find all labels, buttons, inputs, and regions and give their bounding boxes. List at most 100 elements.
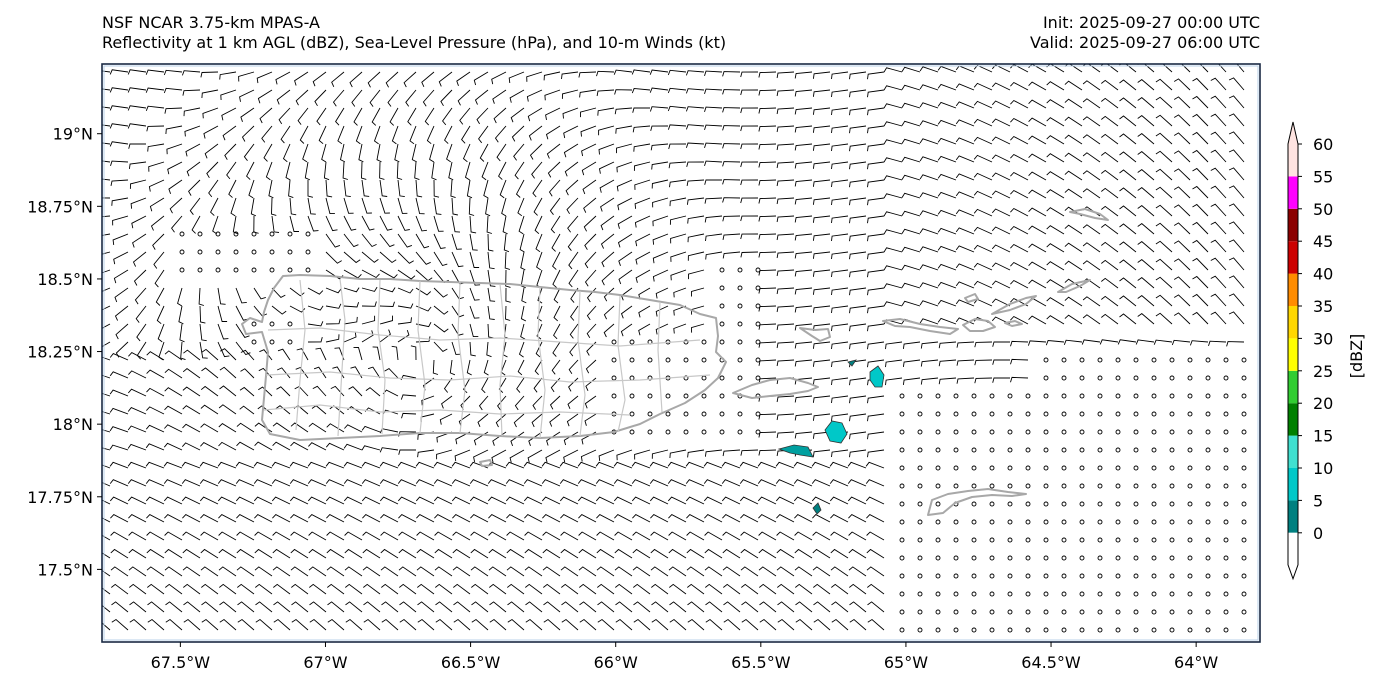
wind-barb xyxy=(456,71,471,86)
wind-barb xyxy=(704,449,723,457)
wind-barb xyxy=(1192,167,1209,181)
calm-wind-marker xyxy=(1043,393,1049,399)
wind-barb xyxy=(1155,258,1173,271)
wind-barb xyxy=(401,412,417,419)
wind-barb xyxy=(758,89,777,96)
wind-barb xyxy=(991,262,1011,271)
wind-barb xyxy=(379,479,399,487)
wind-barb xyxy=(598,125,615,136)
calm-wind-marker xyxy=(1241,627,1247,633)
colorbar-tick-label: 40 xyxy=(1313,265,1333,284)
calm-wind-marker xyxy=(737,375,743,381)
wind-barb xyxy=(112,215,129,226)
wind-barb xyxy=(277,367,291,379)
wind-barb xyxy=(1173,96,1191,109)
wind-barb xyxy=(469,323,479,338)
wind-barb xyxy=(362,514,381,523)
wind-barb xyxy=(831,89,849,98)
wind-barb xyxy=(417,583,435,595)
wind-barb xyxy=(849,413,867,422)
wind-barb xyxy=(164,548,183,559)
wind-barb xyxy=(343,461,363,469)
wind-barb xyxy=(397,251,414,264)
wind-barb xyxy=(596,70,615,77)
wind-barb xyxy=(1101,313,1119,325)
wind-barb xyxy=(146,351,165,361)
wind-barb xyxy=(146,514,165,523)
wind-barb xyxy=(235,496,255,505)
wind-barb xyxy=(1210,275,1227,289)
wind-barb xyxy=(257,405,273,415)
wind-barb xyxy=(955,299,975,307)
wind-barb xyxy=(831,251,849,260)
wind-barb xyxy=(561,601,579,613)
wind-barb xyxy=(705,583,723,595)
calm-wind-marker xyxy=(1115,573,1121,579)
wind-barb xyxy=(1192,131,1209,145)
wind-barb xyxy=(102,622,111,631)
wind-barb xyxy=(273,618,291,631)
wind-barb xyxy=(496,143,507,162)
wind-barb xyxy=(307,479,327,487)
wind-barb xyxy=(415,251,431,265)
wind-barb xyxy=(669,449,687,459)
wind-barb xyxy=(302,143,309,163)
wind-barb xyxy=(552,269,561,288)
wind-barb xyxy=(241,125,255,142)
wind-barb xyxy=(268,179,274,199)
calm-wind-marker xyxy=(953,483,959,489)
wind-barb xyxy=(469,479,489,487)
wind-barb xyxy=(704,160,723,167)
calm-wind-marker xyxy=(1151,411,1157,417)
wind-barb xyxy=(831,449,849,458)
wind-barb xyxy=(1192,275,1209,289)
wind-barb xyxy=(416,548,435,559)
wind-barb xyxy=(633,583,651,595)
municipality-boundary xyxy=(537,286,546,439)
wind-barb xyxy=(343,179,351,198)
colorbar-bin xyxy=(1288,435,1298,468)
calm-wind-marker xyxy=(989,465,995,471)
wind-barb xyxy=(667,87,687,94)
wind-barb xyxy=(235,341,251,356)
wind-barb xyxy=(220,348,237,361)
wind-barb xyxy=(523,479,543,487)
calm-wind-marker xyxy=(1133,357,1139,363)
wind-barb xyxy=(813,583,831,595)
wind-barb xyxy=(353,107,363,126)
wind-barb xyxy=(634,215,651,228)
calm-wind-marker xyxy=(1007,591,1013,597)
lon-tick-label: 66.5°W xyxy=(441,653,501,672)
wind-barb xyxy=(307,197,316,215)
wind-barb xyxy=(218,548,237,559)
wind-barb xyxy=(235,323,250,338)
wind-barb xyxy=(147,618,165,631)
wind-barb xyxy=(758,341,777,348)
calm-wind-marker xyxy=(1061,555,1067,561)
wind-barb xyxy=(650,531,669,541)
calm-wind-marker xyxy=(1115,375,1121,381)
wind-barb xyxy=(109,389,129,397)
wind-barb xyxy=(1010,153,1029,163)
wind-barb xyxy=(849,89,867,98)
wind-barb xyxy=(1010,243,1029,253)
wind-barb xyxy=(1119,205,1137,217)
wind-barb xyxy=(581,143,597,157)
wind-barb xyxy=(325,287,342,294)
calm-wind-marker xyxy=(197,231,203,237)
wind-barb xyxy=(565,179,579,196)
wind-barb xyxy=(394,143,400,163)
wind-barb xyxy=(655,323,669,335)
wind-barb xyxy=(776,531,795,541)
wind-barb xyxy=(1210,185,1227,199)
wind-barb xyxy=(1101,223,1119,235)
wind-barb xyxy=(578,531,597,541)
wind-barb xyxy=(271,479,291,487)
wind-barb xyxy=(1210,311,1227,325)
lon-tick-label: 65.5°W xyxy=(731,653,791,672)
wind-barb xyxy=(470,514,489,523)
wind-barb xyxy=(415,305,432,312)
wind-barb xyxy=(794,323,813,331)
wind-barb xyxy=(1210,149,1227,163)
colorbar-bin xyxy=(1288,273,1298,306)
